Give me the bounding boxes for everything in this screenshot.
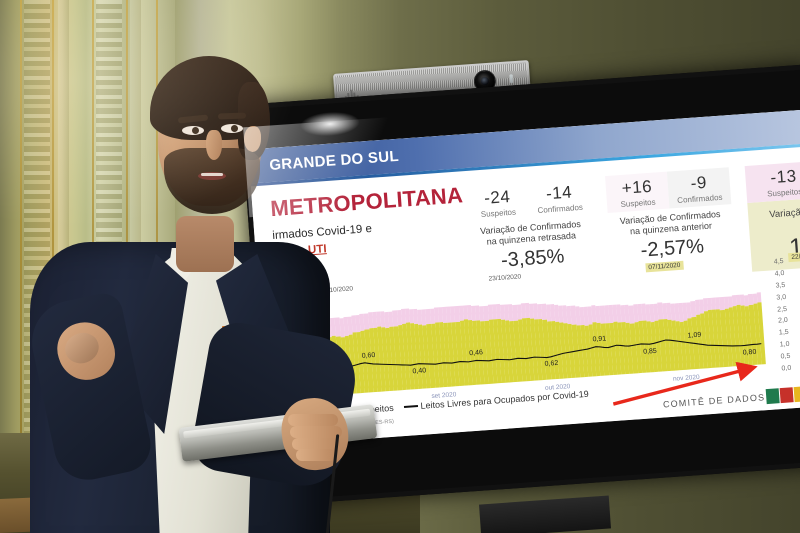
confirmados-label: Confirmados — [676, 192, 723, 205]
line-point-label: 1,09 — [687, 332, 702, 340]
line-point-label: 0,46 — [469, 348, 484, 357]
neck — [176, 216, 234, 272]
line-point-label: 0,40 — [412, 367, 427, 376]
suspeitos-cell: -13 Suspeitos — [744, 160, 800, 203]
brand-swatch — [779, 387, 794, 404]
suspeitos-value: +16 — [621, 176, 653, 198]
eye-left — [182, 126, 204, 135]
fingers — [288, 412, 350, 462]
y-axis-tick: 4,0 — [774, 269, 785, 278]
suspeitos-label: Suspeitos — [480, 207, 517, 220]
y-axis-tick: 0,0 — [781, 364, 792, 373]
y-axis-tick: 1,0 — [779, 341, 790, 349]
ear — [244, 126, 261, 152]
confirmados-value: -9 — [690, 172, 708, 193]
line-point-label: 0,91 — [592, 335, 607, 344]
y-axis: 0,0 0,5 1,0 1,5 2,0 2,5 3,0 3,5 4,0 4,5 — [760, 258, 798, 373]
line-point-label: 0,85 — [642, 347, 658, 356]
line-point-label: 0,62 — [544, 360, 559, 369]
y-axis-tick: 1,5 — [778, 329, 789, 337]
y-axis-tick: 2,0 — [777, 317, 789, 326]
confirmados-label: Confirmados — [537, 202, 584, 215]
status-led-icon — [509, 74, 514, 84]
y-axis-tick: 0,5 — [780, 352, 791, 361]
y-axis-tick: 2,5 — [777, 305, 788, 314]
wall-pilaster — [0, 0, 175, 438]
suspeitos-cell: -24 Suspeitos — [465, 181, 530, 223]
nose — [206, 130, 222, 160]
speaker-person — [24, 30, 378, 533]
date-marker-1: 23/10/2020 — [488, 273, 522, 283]
suspeitos-value: -13 — [769, 166, 798, 188]
caption-line1: Variação de Confirmados na — [768, 201, 800, 221]
suspeitos-value: -24 — [483, 186, 511, 208]
confirmados-value: -14 — [545, 182, 573, 204]
eyebrow-right — [217, 112, 247, 120]
confirmados-cell: -14 Confirmados — [527, 177, 592, 219]
y-axis-tick: 4,5 — [773, 258, 784, 266]
y-axis-tick: 3,5 — [775, 281, 786, 290]
date-marker-2: 07/11/2020 — [645, 260, 684, 273]
brand-swatch — [793, 386, 800, 403]
suspeitos-label: Suspeitos — [620, 197, 656, 210]
brand-swatch — [765, 388, 780, 405]
confirmados-cell: -9 Confirmados — [666, 167, 732, 209]
line-point-label: 0,80 — [742, 348, 757, 357]
trend-arrow-icon — [612, 361, 758, 406]
date-marker-3: 22/11/2020 — [788, 250, 800, 263]
line-point-label: 0,60 — [361, 351, 376, 360]
eye-right — [221, 124, 243, 133]
suspeitos-cell: +16 Suspeitos — [605, 171, 670, 213]
y-axis-tick: 3,0 — [776, 293, 787, 302]
stat-caption: Variação de Confirmados na quinzena — [754, 200, 800, 234]
mouth — [198, 172, 226, 180]
legend-line-icon — [403, 405, 418, 409]
comite-logo-icon — [765, 385, 800, 405]
